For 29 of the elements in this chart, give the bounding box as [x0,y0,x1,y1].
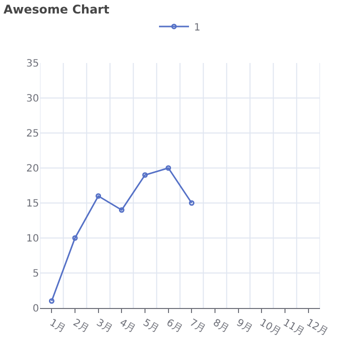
y-tick-label: 0 [32,304,39,314]
x-tick-label: 4月 [118,317,138,336]
x-tick-label: 11月 [281,317,306,338]
x-tick-label: 1月 [48,317,68,336]
point [72,235,78,241]
x-tick-label: 9月 [234,317,254,336]
x-tick-label: 7月 [188,317,208,336]
x-tick-label: 5月 [141,317,161,336]
x-tick-label: 3月 [94,317,114,336]
point [166,165,172,171]
y-tick-label: 10 [26,234,39,244]
chart-title: Awesome Chart [4,2,110,17]
x-tick-label: 2月 [71,317,91,336]
x-tick-label: 12月 [304,317,330,338]
point [96,193,102,199]
point [142,172,148,178]
y-tick-label: 20 [26,164,39,174]
y-tick-label: 25 [26,128,39,140]
x-tick-label: 8月 [211,317,231,336]
y-tick-label: 35 [26,58,39,70]
y-tick-label: 5 [32,268,39,280]
x-tick-label: 10月 [258,317,283,338]
y-tick-label: 15 [26,198,39,210]
y-tick-label: 30 [26,94,39,104]
point [188,200,194,206]
point [118,207,124,213]
x-tick-label: 6月 [164,317,184,336]
legend-label: 1 [194,22,200,34]
point [48,298,54,304]
